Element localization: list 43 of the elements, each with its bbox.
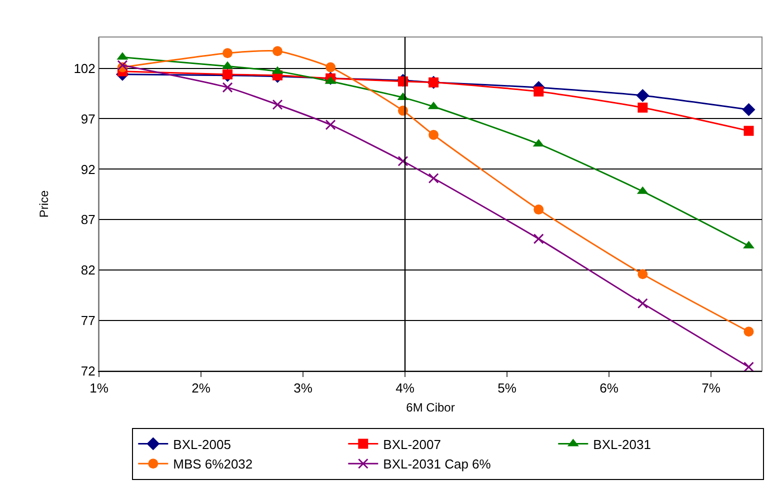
x-tick-label: 5% xyxy=(498,380,517,396)
point xyxy=(398,156,408,166)
x-tick-label: 2% xyxy=(192,380,211,396)
y-axis-title: Price xyxy=(36,190,51,218)
y-tick-label: 72 xyxy=(80,364,96,379)
point xyxy=(272,46,282,56)
legend-label: BXL-2031 Cap 6% xyxy=(383,456,492,472)
point xyxy=(637,298,648,309)
y-tick-label: 87 xyxy=(80,212,96,228)
y-tick-label: 82 xyxy=(80,262,96,278)
point xyxy=(222,69,233,80)
point xyxy=(744,326,754,337)
y-tick-label: 92 xyxy=(80,162,96,177)
point xyxy=(222,82,233,93)
x-axis-title: 6M Cibor xyxy=(406,400,455,414)
point xyxy=(743,362,754,372)
legend-label: BXL-2005 xyxy=(173,436,231,452)
point xyxy=(534,86,544,96)
x-tick-label: 6% xyxy=(600,380,619,396)
x-tick-label: 4% xyxy=(396,380,415,396)
point xyxy=(325,120,336,130)
point xyxy=(428,173,439,184)
y-tick-label: 102 xyxy=(74,60,96,76)
x-tick-label: 7% xyxy=(702,380,721,396)
legend-label: BXL-2007 xyxy=(383,436,441,452)
y-tick-label: 77 xyxy=(80,313,96,328)
point xyxy=(744,126,754,136)
legend-label: BXL-2031 xyxy=(593,436,651,452)
y-tick-label: 97 xyxy=(80,111,96,126)
legend-label: MBS 6%2032 xyxy=(173,456,253,472)
point xyxy=(742,103,756,116)
point xyxy=(398,76,408,86)
point xyxy=(636,89,650,102)
x-tick-label: 1% xyxy=(90,380,109,396)
point xyxy=(272,99,283,110)
point xyxy=(638,269,648,280)
point xyxy=(638,102,648,113)
point xyxy=(428,130,439,140)
point xyxy=(534,204,544,215)
x-tick-label: 3% xyxy=(294,380,313,396)
point xyxy=(533,234,544,244)
point xyxy=(326,62,336,72)
point xyxy=(222,48,233,58)
